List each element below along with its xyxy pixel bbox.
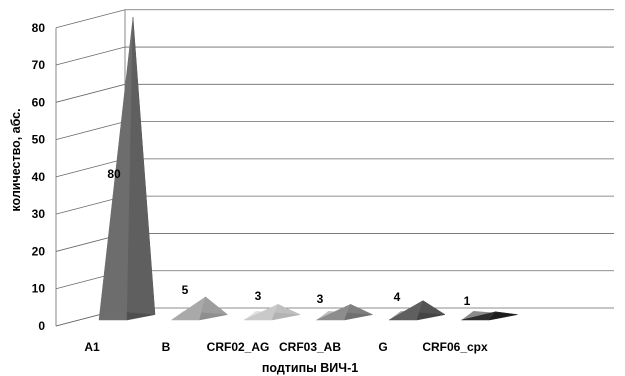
- data-label-a1: 80: [107, 167, 121, 181]
- y-tick-label: 80: [32, 21, 46, 35]
- pyramid-top-crf06_cpx: [461, 311, 518, 320]
- data-labels: 80 5 3 3 4 1: [107, 167, 470, 308]
- data-label-b: 5: [182, 283, 189, 297]
- data-label-crf06_cpx: 1: [464, 294, 471, 308]
- y-tick-label: 30: [32, 207, 46, 221]
- data-label-g: 4: [394, 290, 401, 304]
- data-label-crf02_ag: 3: [255, 289, 262, 303]
- y-tick-label: 10: [32, 282, 46, 296]
- y-tick-label: 0: [38, 319, 45, 333]
- y-tick-label: 20: [32, 244, 46, 258]
- pyramid-top-crf02_ag: [244, 304, 300, 320]
- pyramid-top-a1: [99, 17, 155, 320]
- gridline: [55, 46, 614, 66]
- pyramid-top-b: [171, 296, 228, 320]
- x-axis-title: подтипы ВИЧ-1: [262, 361, 358, 375]
- gridline: [55, 83, 614, 103]
- x-tick-label-g: G: [378, 340, 387, 354]
- chart-bars: [98, 17, 518, 321]
- data-label-crf03_ab: 3: [317, 292, 324, 306]
- x-tick-label-b: B: [162, 340, 171, 354]
- y-axis-title: количество, абс.: [9, 108, 23, 211]
- gridline: [55, 9, 614, 29]
- y-tick-label: 50: [32, 133, 46, 147]
- x-tick-label-crf02_ag: CRF02_AG: [207, 340, 270, 354]
- x-axis-category-labels: A1 B CRF02_AG CRF03_AB G CRF06_cpx: [84, 340, 488, 354]
- pyramid-top-g: [389, 300, 445, 320]
- x-tick-label-crf03_ab: CRF03_AB: [279, 340, 341, 354]
- x-tick-label-a1: A1: [84, 340, 100, 354]
- pyramid-top-crf03_ab: [316, 304, 373, 320]
- y-axis-tick-labels: 0 10 20 30 40 50 60 70 80: [32, 21, 46, 333]
- y-tick-label: 40: [32, 170, 46, 184]
- y-tick-label: 60: [32, 95, 46, 109]
- y-tick-label: 70: [32, 58, 46, 72]
- x-tick-label-crf06_cpx: CRF06_cpx: [422, 340, 488, 354]
